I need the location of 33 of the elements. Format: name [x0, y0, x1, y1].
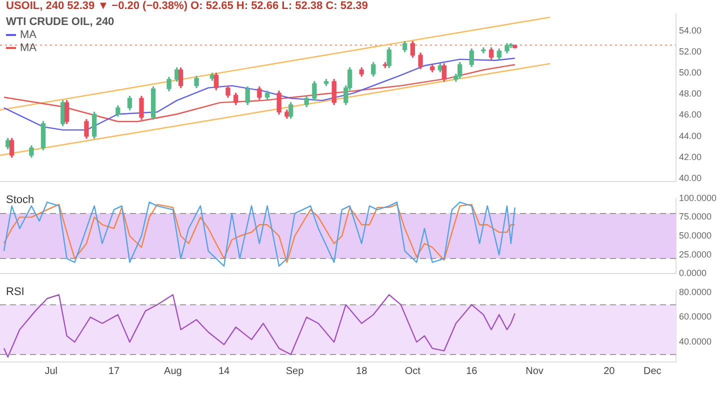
y-tick-label: 100.0000 [679, 192, 717, 203]
y-tick-label: 60.0000 [679, 312, 712, 322]
x-tick-label: Jul [44, 366, 58, 377]
y-tick-label: 46.00 [679, 110, 702, 120]
legend-label: MA [19, 29, 38, 42]
x-tick-label: 14 [218, 366, 230, 377]
legend-label: MA [19, 42, 38, 55]
legend-title: WTI CRUDE OIL, 240 [6, 16, 114, 29]
chart-title: USOIL, 240 52.39 ▼ −0.20 (−0.38%) O: 52.65 H: 52.66 L: 52.38 C: 52.39 [6, 0, 368, 12]
y-tick-label: 54.00 [679, 25, 702, 36]
y-tick-label: 44.00 [679, 130, 702, 141]
x-tick-label: Aug [164, 366, 182, 377]
x-tick-label: 17 [108, 366, 120, 377]
x-tick-label: Dec [644, 366, 662, 377]
y-tick-label: 80.0000 [679, 286, 712, 297]
y-tick-label: 40.00 [679, 172, 702, 183]
y-tick-label: 50.0000 [679, 230, 712, 240]
x-tick-label: Nov [526, 366, 544, 377]
y-tick-label: 52.00 [679, 46, 702, 56]
chart-title: Stoch [6, 194, 34, 206]
x-tick-label: 16 [466, 366, 478, 377]
y-tick-label: 50.00 [679, 68, 702, 78]
y-tick-label: 25.0000 [679, 249, 712, 260]
y-tick-label: 48.00 [679, 88, 702, 99]
y-tick-label: 75.0000 [679, 212, 712, 222]
x-tick-label: Oct [404, 366, 421, 377]
y-tick-label: 0.0000 [679, 268, 707, 278]
x-tick-label: 18 [356, 366, 368, 377]
y-tick-label: 40.0000 [679, 336, 712, 347]
y-tick-label: 42.00 [679, 152, 702, 162]
chart-title: RSI [6, 286, 24, 298]
x-tick-label: Sep [286, 366, 304, 377]
x-tick-label: 20 [604, 366, 616, 377]
